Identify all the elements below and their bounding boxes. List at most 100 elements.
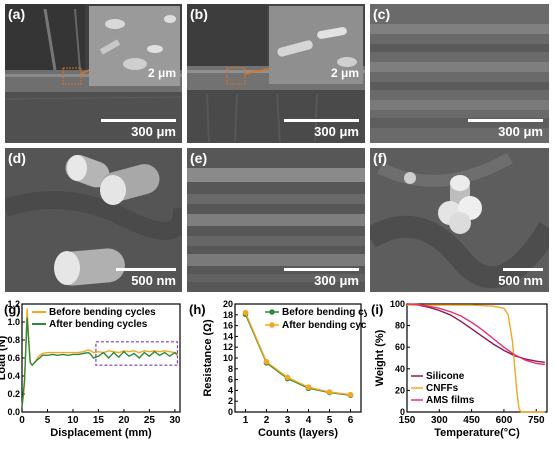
- panel-d-scale-line: [116, 268, 176, 271]
- chart-i-legend-label-2: AMS films: [426, 395, 475, 406]
- chart-g-ytick-label: 0.6: [7, 353, 20, 363]
- chart-g-xlabel: Displacement (mm): [50, 427, 152, 439]
- chart-h-ytick-label: 4: [228, 385, 233, 395]
- panel-b-inset-scale: 2 μm: [330, 66, 359, 80]
- chart-h-legend-label-1: After bending cycles: [282, 320, 367, 331]
- chart-i-frame: [406, 303, 548, 413]
- panel-f-scale-line: [503, 268, 543, 271]
- panel-a-scale-bar: 300 μm: [96, 119, 176, 139]
- chart-i-ytick-label: 80: [395, 321, 405, 331]
- chart-i-xtick-label: 450: [463, 415, 480, 426]
- chart-h-ytick-label: 18: [223, 310, 233, 320]
- chart-h-ytick-label: 8: [228, 364, 233, 374]
- panel-e-scale-text: 300 μm: [314, 273, 359, 288]
- chart-h-point-1-0: [242, 309, 249, 316]
- panel-a-label: (a): [8, 6, 26, 22]
- chart-i-ytick-label: 0: [400, 407, 405, 417]
- chart-h-xtick-label: 5: [327, 415, 333, 426]
- panel-b-scale-bar: 300 μm: [279, 119, 359, 139]
- chart-h-xlabel: Counts (layers): [258, 427, 338, 439]
- panel-e-label: (e): [190, 150, 208, 166]
- panel-a-scale-text: 300 μm: [131, 124, 176, 139]
- chart-h-point-1-4: [326, 389, 333, 395]
- panel-f-label: (f): [373, 150, 387, 166]
- chart-i-ytick-label: 100: [390, 299, 405, 309]
- sem-panel-b: (b) 2 μm 300 μm: [187, 4, 365, 143]
- chart-i-xlabel: Temperature(°C): [434, 427, 520, 439]
- chart-h-legend-marker-1: [269, 322, 275, 328]
- chart-i-ytick-label: 20: [395, 385, 405, 395]
- chart-i-xtick-label: 600: [496, 415, 513, 426]
- chart-h-ytick-label: 10: [223, 353, 233, 363]
- chart-g-ytick-label: 1.2: [7, 299, 20, 309]
- chart-i-xtick-label: 150: [399, 415, 416, 426]
- chart-h-xtick-label: 1: [243, 415, 249, 426]
- panel-f-scale-bar: 500 nm: [463, 268, 543, 288]
- panel-e-scale-bar: 300 μm: [279, 268, 359, 288]
- chart-h-ytick-label: 12: [223, 342, 233, 352]
- chart-i-ytick-label: 60: [395, 342, 405, 352]
- panel-a-scale-line: [101, 119, 176, 122]
- chart-g-label: (g): [4, 302, 21, 317]
- sem-panel-e: (e) 300 μm: [187, 148, 365, 292]
- chart-h-ytick-label: 6: [228, 375, 233, 385]
- chart-i-label: (i): [371, 302, 383, 317]
- chart-h-point-1-2: [284, 374, 291, 381]
- chart-g-ytick-label: 1.0: [7, 317, 20, 327]
- panel-f-scale-text: 500 nm: [498, 273, 543, 288]
- sem-panel-f: (f) 500 nm: [370, 148, 549, 292]
- panel-b-scale-line: [284, 119, 359, 122]
- chart-i-ylabel: Weight (%): [374, 329, 386, 386]
- panel-a-inset-scale: 2 μm: [147, 66, 176, 80]
- sem-panel-a: (a) 2 μm 300 μm: [5, 4, 182, 143]
- panel-c-scale-text: 300 μm: [498, 124, 543, 139]
- chart-i-series-line-2: [406, 303, 545, 366]
- chart-g-xtick-label: 10: [67, 415, 79, 426]
- panel-c-scale-bar: 300 μm: [463, 119, 543, 139]
- sem-panel-a-texture: [5, 4, 182, 143]
- chart-h-point-1-5: [347, 391, 354, 398]
- chart-i-xtick-label: 300: [431, 415, 448, 426]
- panel-c-label: (c): [373, 6, 391, 22]
- chart-g-svg: (g) 0 5 10 15 20 25 30 0.0 0.2 0.4 0.6 0.8 1.0 1.2 Disp…: [0, 299, 181, 439]
- chart-g-xtick-label: 5: [45, 415, 51, 426]
- chart-g: (g) 0 5 10 15 20 25 30 0.0 0.2 0.4 0.6 0.8 1.0 1.2 Disp…: [0, 296, 185, 447]
- panel-d-label: (d): [8, 150, 26, 166]
- chart-i: (i) 150 300 450 600 750 0 20 40 60 80 100 Temperatur…: [367, 296, 554, 447]
- chart-g-xtick-label: 20: [118, 415, 130, 426]
- panel-e-scale-line: [284, 268, 359, 271]
- chart-g-legend-label-0: Before bending cycles: [49, 307, 156, 318]
- chart-i-series-line-1: [407, 304, 545, 413]
- chart-h-ytick-label: 2: [228, 396, 233, 406]
- chart-g-series-line-1: [21, 317, 178, 408]
- panel-d-scale-bar: 500 nm: [96, 268, 176, 288]
- chart-i-series-line-0: [406, 303, 545, 363]
- chart-g-highlight-box: [95, 341, 179, 366]
- chart-h-ytick-label: 16: [223, 321, 233, 331]
- sem-panel-c: (c) 300 μm: [370, 4, 549, 143]
- panel-b-label: (b): [190, 6, 208, 22]
- chart-h-xtick-label: 6: [348, 415, 354, 426]
- chart-g-ytick-label: 0.4: [7, 371, 20, 381]
- chart-i-ytick-label: 40: [395, 364, 405, 374]
- chart-h-xtick-label: 4: [306, 415, 312, 426]
- chart-h-ytick-label: 14: [223, 331, 233, 341]
- chart-h-ylabel: Resistance (Ω): [202, 319, 214, 397]
- chart-g-xtick-label: 30: [169, 415, 181, 426]
- chart-i-xtick-label: 750: [528, 415, 545, 426]
- sem-panel-d: (d) 500 nm: [5, 148, 182, 292]
- panel-d-scale-text: 500 nm: [131, 273, 176, 288]
- chart-g-ytick-label: 0.0: [7, 407, 20, 417]
- chart-h-legend-marker-0: [269, 309, 275, 315]
- chart-h-xtick-label: 3: [285, 415, 291, 426]
- chart-g-xtick-label: 15: [93, 415, 105, 426]
- sem-panel-b-texture: [187, 4, 365, 143]
- chart-h-ytick-label: 20: [223, 299, 233, 309]
- chart-h: (h) 1 2 3 4 5 6 0 2 4 6 8 10 12 14 16 18 20 Counts (layers…: [185, 296, 389, 447]
- chart-h-label: (h): [189, 302, 206, 317]
- chart-h-legend-label-0: Before bending cycles: [282, 307, 367, 318]
- chart-i-legend-label-0: Silicone: [426, 371, 465, 382]
- chart-h-point-1-3: [305, 384, 312, 390]
- chart-g-xtick-label: 25: [144, 415, 156, 426]
